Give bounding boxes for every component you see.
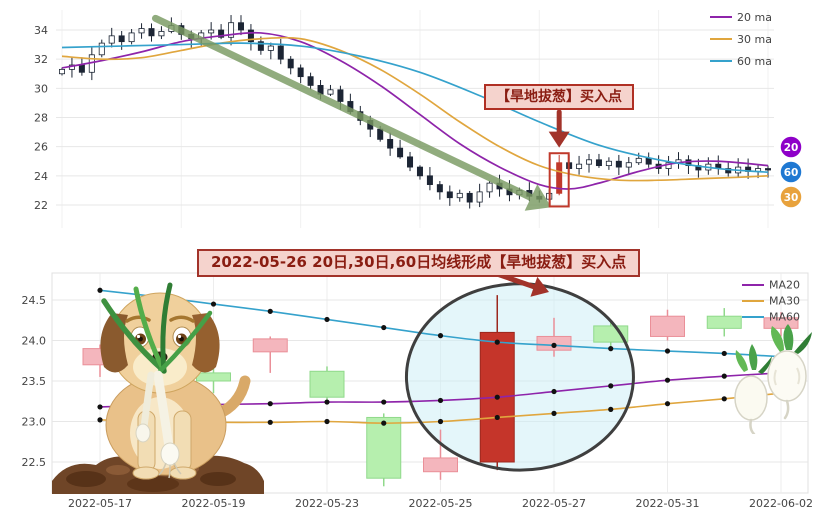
dog-pulling-scallion-illustration xyxy=(52,282,264,494)
radish-lower xyxy=(734,344,772,434)
svg-text:24: 24 xyxy=(34,170,48,183)
svg-text:24.0: 24.0 xyxy=(22,335,47,348)
svg-text:23.0: 23.0 xyxy=(22,416,47,429)
buy-point-annotation: 【旱地拔葱】买入点 xyxy=(484,84,634,111)
daily-kline-chart: 22 24 26 28 30 32 34 20 ma 30 ma 60 ma 20 60 30 xyxy=(34,10,803,228)
svg-text:MA60: MA60 xyxy=(769,311,800,324)
svg-text:2022-05-19: 2022-05-19 xyxy=(182,497,246,510)
svg-text:MA30: MA30 xyxy=(769,295,800,308)
svg-text:23.5: 23.5 xyxy=(22,375,47,388)
svg-text:30: 30 xyxy=(34,82,48,95)
svg-text:60: 60 xyxy=(784,167,799,179)
svg-text:28: 28 xyxy=(34,112,48,125)
buy-point-highlight-box xyxy=(548,152,570,208)
svg-text:2022-05-25: 2022-05-25 xyxy=(409,497,473,510)
top-legend: 20 ma 30 ma 60 ma xyxy=(710,11,772,68)
bottom-legend: MA20 MA30 MA60 xyxy=(742,279,800,324)
downtrend-arrow xyxy=(151,14,552,211)
scallion-bunch xyxy=(101,282,213,479)
radish-illustration xyxy=(734,324,812,434)
svg-text:2022-05-31: 2022-05-31 xyxy=(636,497,700,510)
svg-text:2022-05-23: 2022-05-23 xyxy=(295,497,359,510)
buy-annotation-arrow xyxy=(548,109,570,148)
svg-text:2022-05-17: 2022-05-17 xyxy=(68,497,132,510)
svg-text:2022-06-02: 2022-06-02 xyxy=(749,497,813,510)
svg-text:20 ma: 20 ma xyxy=(737,11,772,24)
svg-text:26: 26 xyxy=(34,141,48,154)
radish-upper xyxy=(767,324,812,420)
svg-text:30 ma: 30 ma xyxy=(737,33,772,46)
svg-text:22.5: 22.5 xyxy=(22,456,47,469)
chart-title-annotation: 2022-05-26 20日,30日,60日均线形成【旱地拔葱】买入点 xyxy=(197,249,641,277)
ma-line-20ma xyxy=(61,31,769,190)
svg-text:30: 30 xyxy=(784,192,799,204)
signal-ellipse-fill xyxy=(406,283,634,471)
svg-text:22: 22 xyxy=(34,199,48,212)
ma-line-60ma xyxy=(61,42,769,174)
svg-text:32: 32 xyxy=(34,53,48,66)
svg-text:2022-05-27: 2022-05-27 xyxy=(522,497,586,510)
svg-text:60 ma: 60 ma xyxy=(737,55,772,68)
ma-line-30ma xyxy=(61,36,769,182)
svg-text:20: 20 xyxy=(784,142,799,154)
top-grid: 22 24 26 28 30 32 34 xyxy=(34,10,774,228)
svg-text:34: 34 xyxy=(34,24,48,37)
svg-text:24.5: 24.5 xyxy=(22,294,47,307)
svg-text:MA20: MA20 xyxy=(769,279,800,292)
ma-badges: 20 60 30 xyxy=(779,135,803,209)
